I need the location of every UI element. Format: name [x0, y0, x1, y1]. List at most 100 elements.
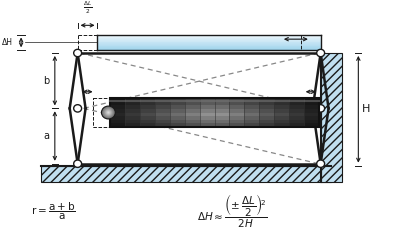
Text: b: b — [43, 76, 49, 86]
Polygon shape — [170, 102, 185, 105]
Circle shape — [104, 109, 112, 116]
Circle shape — [74, 105, 82, 112]
Circle shape — [108, 112, 109, 113]
Circle shape — [102, 107, 114, 118]
Polygon shape — [110, 109, 125, 113]
Polygon shape — [259, 98, 274, 102]
Polygon shape — [98, 39, 321, 40]
Polygon shape — [185, 105, 200, 109]
Circle shape — [106, 111, 110, 114]
Circle shape — [102, 107, 115, 118]
Polygon shape — [274, 123, 289, 127]
Polygon shape — [259, 102, 274, 105]
Polygon shape — [98, 41, 321, 42]
Polygon shape — [244, 113, 259, 116]
Circle shape — [104, 108, 113, 117]
Polygon shape — [244, 105, 259, 109]
Circle shape — [106, 110, 111, 115]
Polygon shape — [274, 116, 289, 120]
Polygon shape — [155, 113, 170, 116]
Polygon shape — [98, 38, 321, 39]
Polygon shape — [274, 113, 289, 116]
Polygon shape — [125, 109, 140, 113]
Polygon shape — [304, 98, 319, 102]
Polygon shape — [185, 109, 200, 113]
Polygon shape — [125, 123, 140, 127]
Circle shape — [108, 112, 109, 113]
Polygon shape — [244, 116, 259, 120]
Polygon shape — [98, 42, 321, 43]
Polygon shape — [200, 109, 214, 113]
Polygon shape — [155, 98, 170, 102]
Polygon shape — [289, 123, 304, 127]
Text: $\Delta H \approx \dfrac{\left(\pm\,\dfrac{\Delta L}{2}\right)^{\!2}}{2H}$: $\Delta H \approx \dfrac{\left(\pm\,\dfr… — [197, 193, 267, 230]
Polygon shape — [274, 98, 289, 102]
Circle shape — [317, 105, 325, 112]
Polygon shape — [214, 123, 229, 127]
Polygon shape — [229, 109, 244, 113]
Text: ΔH: ΔH — [2, 38, 13, 47]
Polygon shape — [229, 116, 244, 120]
Text: H: H — [362, 104, 371, 114]
Polygon shape — [259, 120, 274, 123]
Polygon shape — [244, 98, 259, 102]
Polygon shape — [110, 113, 125, 116]
Circle shape — [104, 108, 113, 117]
Polygon shape — [98, 36, 321, 37]
Polygon shape — [155, 123, 170, 127]
Polygon shape — [214, 105, 229, 109]
Polygon shape — [140, 116, 155, 120]
Polygon shape — [244, 123, 259, 127]
Polygon shape — [155, 116, 170, 120]
Polygon shape — [98, 44, 321, 45]
Polygon shape — [289, 109, 304, 113]
Polygon shape — [304, 109, 319, 113]
Polygon shape — [185, 113, 200, 116]
Polygon shape — [229, 98, 244, 102]
Polygon shape — [41, 166, 330, 182]
Polygon shape — [125, 105, 140, 109]
Polygon shape — [229, 102, 244, 105]
Polygon shape — [304, 120, 319, 123]
Polygon shape — [98, 43, 321, 44]
Polygon shape — [98, 35, 321, 36]
Polygon shape — [214, 120, 229, 123]
Polygon shape — [289, 102, 304, 105]
Polygon shape — [289, 105, 304, 109]
Polygon shape — [274, 120, 289, 123]
Polygon shape — [200, 120, 214, 123]
Polygon shape — [140, 102, 155, 105]
Polygon shape — [185, 116, 200, 120]
Polygon shape — [98, 40, 321, 41]
Polygon shape — [214, 98, 229, 102]
Polygon shape — [125, 102, 140, 105]
Polygon shape — [289, 98, 304, 102]
Circle shape — [107, 111, 110, 113]
Polygon shape — [229, 120, 244, 123]
Polygon shape — [214, 109, 229, 113]
Polygon shape — [98, 49, 321, 50]
Polygon shape — [304, 102, 319, 105]
Polygon shape — [98, 45, 321, 46]
Polygon shape — [244, 109, 259, 113]
Polygon shape — [274, 105, 289, 109]
Polygon shape — [214, 113, 229, 116]
Circle shape — [102, 106, 115, 119]
Polygon shape — [110, 120, 125, 123]
Circle shape — [103, 107, 114, 118]
Circle shape — [106, 110, 110, 115]
Polygon shape — [185, 120, 200, 123]
Polygon shape — [214, 102, 229, 105]
Polygon shape — [185, 102, 200, 105]
Polygon shape — [170, 120, 185, 123]
Text: $\mathsf{r = \dfrac{a+b}{a}}$: $\mathsf{r = \dfrac{a+b}{a}}$ — [31, 201, 76, 222]
Polygon shape — [170, 98, 185, 102]
Polygon shape — [110, 123, 125, 127]
Polygon shape — [110, 116, 125, 120]
Polygon shape — [125, 120, 140, 123]
Polygon shape — [289, 116, 304, 120]
Polygon shape — [125, 116, 140, 120]
Circle shape — [317, 49, 325, 57]
Polygon shape — [110, 102, 125, 105]
Polygon shape — [155, 105, 170, 109]
